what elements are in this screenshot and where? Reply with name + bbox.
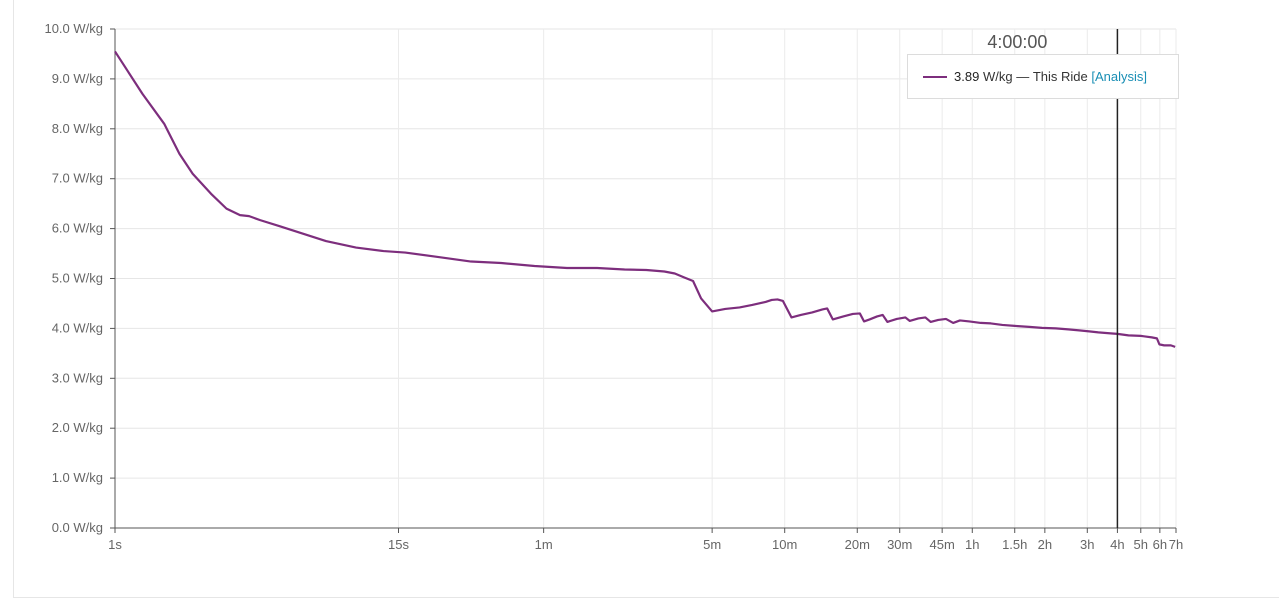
- x-tick-label: 10m: [772, 537, 797, 552]
- x-tick-label: 7h: [1169, 537, 1183, 552]
- x-tick-label: 5m: [703, 537, 721, 552]
- y-tick-label: 7.0 W/kg: [52, 171, 103, 186]
- x-tick-label: 5h: [1134, 537, 1148, 552]
- series-line: [114, 50, 1176, 348]
- y-tick-label: 5.0 W/kg: [52, 271, 103, 286]
- tooltip-unit: W/kg: [982, 69, 1013, 84]
- analysis-link[interactable]: Analysis: [1094, 69, 1144, 84]
- y-tick-label: 8.0 W/kg: [52, 121, 103, 136]
- x-axis-ticks: 1s 15s 1m 5m 10m 20m 30m 45m 1h 1.5h 2h 3h 4h 5h 6h 7h: [108, 528, 1183, 552]
- bracket-open: [: [1091, 69, 1095, 84]
- y-tick-label: 1.0 W/kg: [52, 470, 103, 485]
- y-tick-label: 6.0 W/kg: [52, 221, 103, 236]
- y-tick-label: 4.0 W/kg: [52, 320, 103, 335]
- grid: [115, 28, 1177, 528]
- x-tick-label: 45m: [930, 537, 955, 552]
- tooltip-separator: —: [1016, 69, 1030, 84]
- x-tick-label: 3h: [1080, 537, 1094, 552]
- x-tick-label: 6h: [1153, 537, 1167, 552]
- y-axis-ticks: 0.0 W/kg 1.0 W/kg 2.0 W/kg 3.0 W/kg 4.0 W/kg…: [44, 21, 115, 535]
- x-tick-label: 2h: [1038, 537, 1052, 552]
- x-tick-label: 4h: [1110, 537, 1124, 552]
- chart-frame: [13, 0, 1279, 598]
- tooltip: 3.89 W/kg — This Ride [Analysis]: [907, 54, 1179, 99]
- cursor-time-label: 4:00:00: [987, 32, 1047, 52]
- x-tick-label: 20m: [845, 537, 870, 552]
- y-tick-label: 0.0 W/kg: [52, 520, 103, 535]
- x-tick-label: 1m: [535, 537, 553, 552]
- tooltip-series-label: This Ride: [1032, 69, 1088, 84]
- x-tick-label: 1s: [108, 537, 122, 552]
- series-swatch: [923, 75, 947, 78]
- x-tick-label: 30m: [887, 537, 912, 552]
- x-tick-label: 1.5h: [1002, 537, 1027, 552]
- tooltip-value: 3.89: [954, 69, 980, 84]
- y-tick-label: 9.0 W/kg: [52, 71, 103, 86]
- y-tick-label: 3.0 W/kg: [52, 370, 103, 385]
- x-tick-label: 1h: [965, 537, 979, 552]
- bracket-close: ]: [1143, 69, 1148, 84]
- x-tick-label: 15s: [388, 537, 409, 552]
- series-layer: [114, 50, 1176, 348]
- y-tick-label: 10.0 W/kg: [44, 21, 103, 36]
- y-tick-label: 2.0 W/kg: [52, 420, 103, 435]
